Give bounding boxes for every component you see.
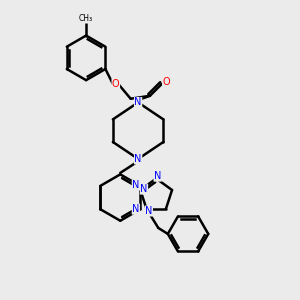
Text: N: N [132,204,140,214]
Text: O: O [112,79,120,89]
Text: N: N [134,154,142,164]
Text: N: N [154,171,161,181]
Text: N: N [134,98,142,107]
Text: N: N [140,184,148,194]
Text: N: N [145,206,152,216]
Text: N: N [132,180,140,190]
Text: CH₃: CH₃ [79,14,93,23]
Text: O: O [163,77,170,87]
